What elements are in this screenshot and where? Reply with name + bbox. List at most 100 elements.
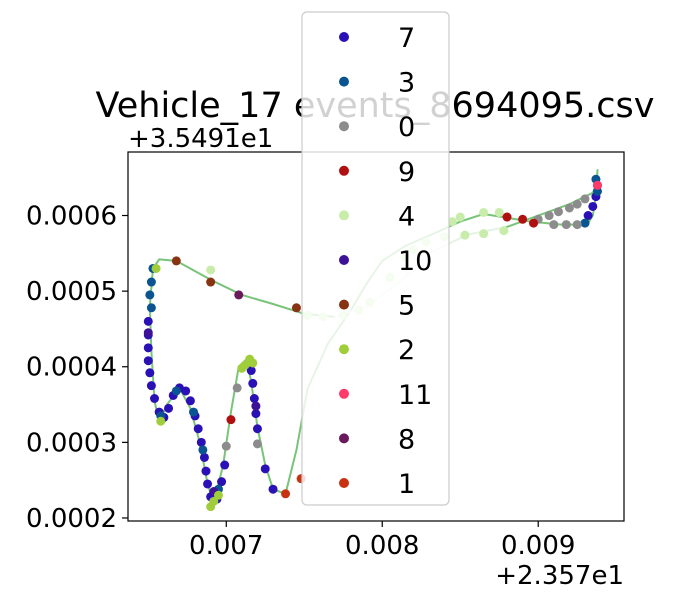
data-point — [588, 201, 598, 211]
legend-entry-2: 2 — [339, 335, 415, 366]
legend-marker — [339, 210, 349, 221]
data-point — [479, 207, 489, 217]
legend-label: 10 — [398, 246, 432, 277]
legend-entry-7: 7 — [339, 23, 415, 54]
data-point — [248, 378, 258, 388]
legend-entry-10: 10 — [339, 246, 432, 277]
data-point — [529, 218, 539, 228]
data-point — [479, 229, 489, 239]
data-point — [150, 394, 160, 404]
data-point — [249, 394, 259, 404]
data-point — [217, 477, 227, 487]
data-point — [460, 230, 470, 240]
data-point — [193, 424, 203, 434]
data-point — [455, 212, 465, 222]
legend-label: 11 — [398, 380, 432, 411]
data-point — [549, 220, 559, 230]
y-tick-label: 0.0004 — [26, 353, 117, 383]
y-axis: 0.0002 0.0003 0.0004 0.0005 0.0006 — [26, 202, 128, 534]
legend-label: 7 — [398, 23, 415, 54]
data-point — [189, 407, 199, 417]
data-point — [146, 277, 156, 287]
data-point — [281, 489, 291, 499]
trajectory-segment — [175, 259, 212, 281]
data-point — [246, 366, 256, 376]
legend-marker — [339, 433, 349, 444]
trajectory-segment — [537, 203, 571, 217]
legend-marker — [339, 165, 349, 176]
series-5 — [171, 256, 301, 313]
legend: 7 3 0 9 4 10 5 2 11 8 1 — [301, 11, 450, 506]
data-point — [151, 263, 161, 273]
series-2 — [151, 263, 258, 512]
data-point — [206, 265, 216, 275]
data-point — [580, 194, 590, 204]
legend-label: 1 — [398, 469, 415, 500]
y-offset-label: +3.5491e1 — [128, 124, 273, 154]
data-point — [146, 381, 156, 391]
legend-entry-9: 9 — [339, 157, 415, 188]
data-point — [164, 403, 174, 413]
trajectory-segment — [284, 448, 298, 495]
x-tick-label: 0.008 — [345, 531, 419, 561]
legend-label: 3 — [398, 68, 415, 99]
legend-label: 2 — [398, 335, 415, 366]
data-point — [226, 415, 236, 425]
legend-entry-5: 5 — [339, 291, 415, 322]
legend-marker — [339, 76, 349, 87]
legend-label: 9 — [398, 157, 415, 188]
data-point — [143, 316, 153, 326]
legend-marker — [339, 299, 349, 310]
y-tick-label: 0.0003 — [26, 428, 117, 458]
legend-frame — [301, 11, 450, 506]
legend-entry-3: 3 — [339, 68, 415, 99]
data-point — [213, 490, 223, 500]
trajectory-segment — [272, 302, 306, 315]
data-point — [234, 290, 244, 300]
trajectory-segment — [148, 267, 154, 308]
data-point — [447, 217, 457, 227]
legend-marker — [339, 388, 349, 399]
data-point — [592, 180, 602, 190]
legend-marker — [339, 255, 349, 265]
data-point — [143, 343, 153, 353]
data-point — [291, 303, 301, 313]
data-point — [201, 466, 211, 476]
legend-marker — [339, 478, 349, 488]
data-point — [494, 207, 504, 217]
legend-label: 8 — [398, 424, 415, 455]
data-point — [252, 439, 262, 449]
legend-label: 4 — [398, 201, 415, 232]
legend-marker — [339, 32, 349, 42]
data-point — [203, 479, 213, 489]
series-11 — [592, 180, 602, 190]
series-10 — [143, 328, 261, 497]
legend-label: 5 — [398, 291, 415, 322]
legend-entry-11: 11 — [339, 380, 432, 411]
data-point — [196, 437, 206, 447]
legend-marker — [339, 344, 349, 355]
data-point — [143, 328, 153, 338]
data-point — [260, 464, 270, 474]
data-point — [199, 452, 209, 462]
data-point — [171, 256, 181, 266]
data-point — [499, 226, 509, 236]
data-point — [146, 303, 156, 313]
x-tick-label: 0.009 — [501, 531, 575, 561]
data-point — [518, 214, 528, 224]
data-point — [572, 220, 582, 230]
data-point — [143, 356, 153, 366]
legend-entry-4: 4 — [339, 201, 415, 232]
data-point — [252, 424, 262, 434]
data-point — [220, 460, 230, 470]
x-offset-label: +2.357e1 — [495, 561, 624, 591]
data-point — [198, 445, 208, 455]
series-8 — [234, 290, 244, 300]
data-point — [145, 368, 155, 378]
data-point — [156, 416, 166, 426]
data-point — [502, 212, 512, 222]
data-point — [145, 290, 155, 300]
data-point — [251, 409, 261, 419]
x-axis: 0.007 0.008 0.009 — [189, 521, 575, 561]
data-point — [580, 218, 590, 228]
